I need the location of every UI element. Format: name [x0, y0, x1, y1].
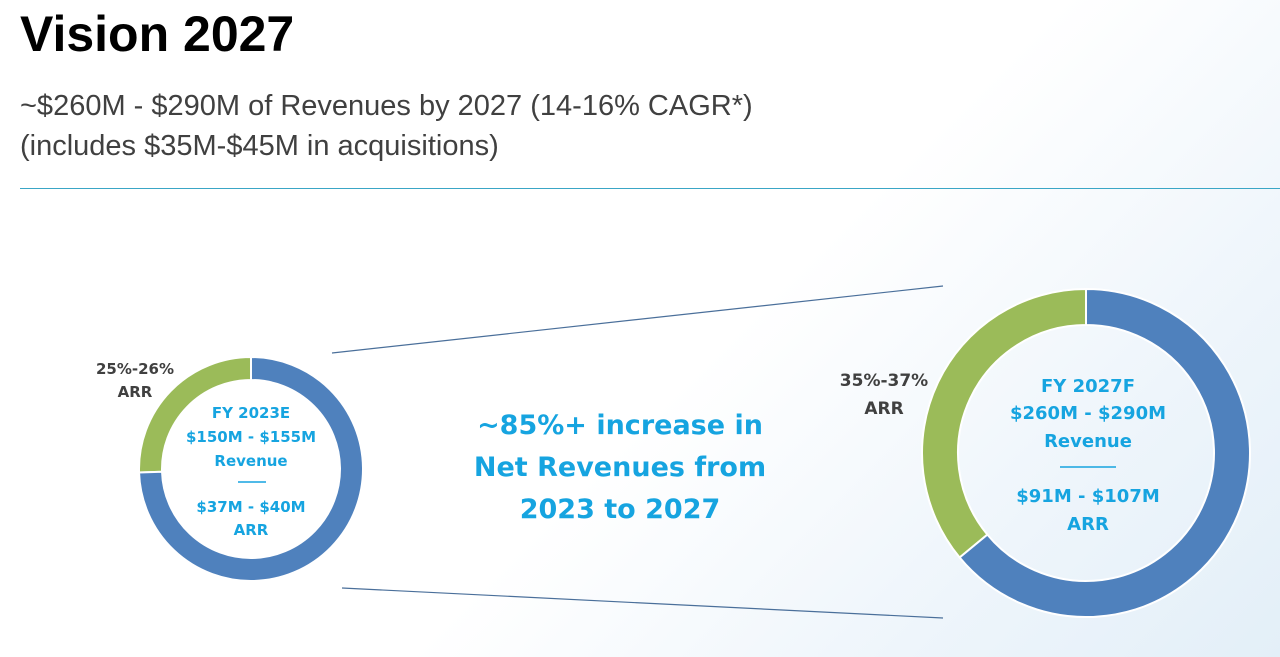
donut2-segment-other-revenue — [958, 287, 1251, 618]
donut1-arr-pct-label: 25%-26% — [96, 360, 174, 378]
donut2-center-arr-range: $91M - $107M — [1016, 486, 1160, 507]
donut2-arr-name-label: ARR — [864, 399, 903, 419]
donut1-center-revenue-label: Revenue — [214, 452, 287, 470]
donut2-center-arr-label: ARR — [1067, 514, 1109, 535]
subtitle-line-1: ~$260M - $290M of Revenues by 2027 (14-1… — [20, 90, 753, 122]
donut1-segment-other-revenue — [138, 355, 364, 582]
donut2-center-year: FY 2027F — [1041, 376, 1135, 397]
connector-line-top — [331, 285, 944, 354]
donut-fy2023 — [138, 355, 364, 582]
donut1-center-revenue-range: $150M - $155M — [186, 428, 316, 446]
connector-line-bottom — [341, 587, 944, 619]
subtitle-line-2: (includes $35M-$45M in acquisitions) — [20, 130, 499, 162]
center-text-line-1: ~85%+ increase in — [477, 410, 763, 441]
page-title: Vision 2027 — [20, 6, 295, 62]
header-divider — [20, 188, 1280, 189]
donut1-arr-name-label: ARR — [118, 383, 153, 401]
center-text-line-3: 2023 to 2027 — [520, 494, 721, 525]
donut1-center-arr-label: ARR — [234, 521, 269, 539]
donut1-center-arr-range: $37M - $40M — [196, 498, 305, 516]
donut2-center-revenue-label: Revenue — [1044, 431, 1132, 452]
subtitle: ~$260M - $290M of Revenues by 2027 (14-1… — [20, 86, 753, 166]
donut2-center-revenue-range: $260M - $290M — [1010, 403, 1166, 424]
donut2-arr-pct-label: 35%-37% — [840, 371, 928, 391]
donut-fy2027 — [921, 287, 1251, 618]
donut1-center-year: FY 2023E — [212, 404, 290, 422]
center-text-line-2: Net Revenues from — [474, 452, 766, 483]
